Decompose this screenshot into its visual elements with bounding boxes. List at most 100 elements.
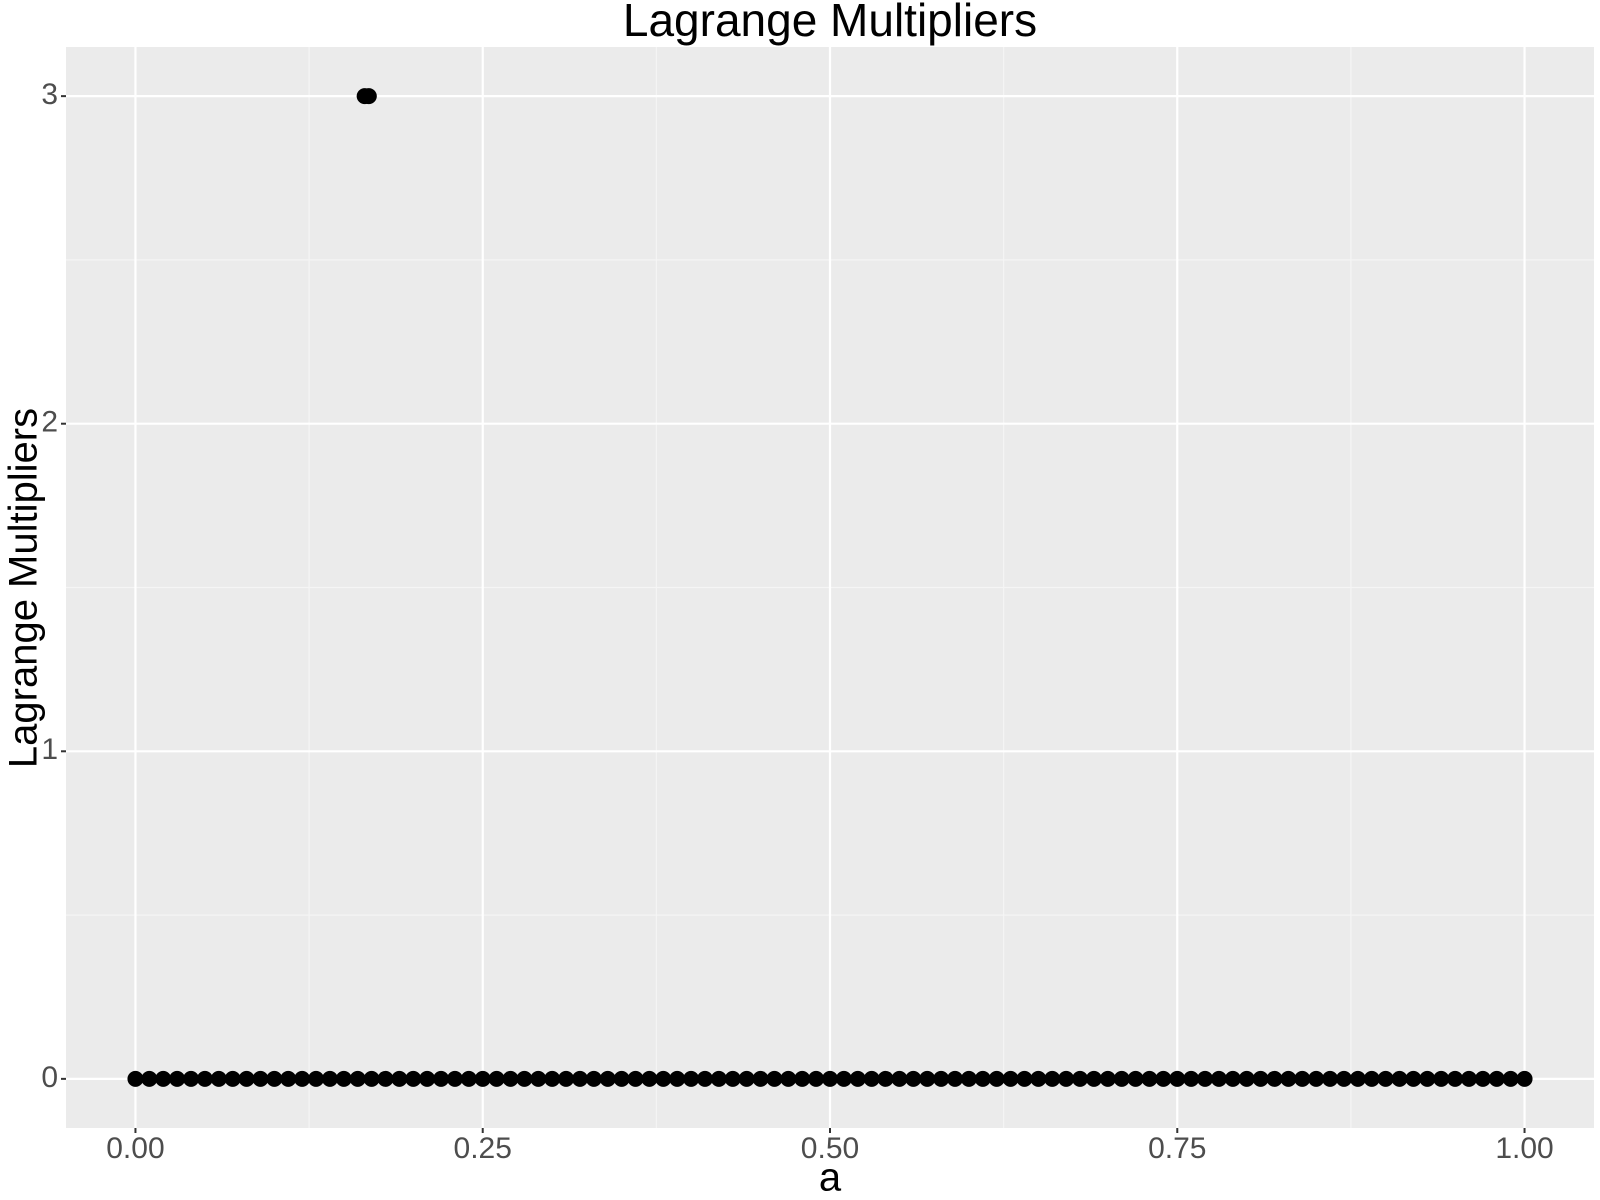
point xyxy=(1516,1070,1533,1087)
point xyxy=(446,1070,463,1087)
point xyxy=(863,1070,880,1087)
point xyxy=(891,1070,908,1087)
x-tick-label: 0.75 xyxy=(1148,1132,1206,1165)
point xyxy=(474,1070,491,1087)
point xyxy=(794,1070,811,1087)
point xyxy=(405,1070,422,1087)
point xyxy=(502,1070,519,1087)
point xyxy=(1419,1070,1436,1087)
point xyxy=(1197,1070,1214,1087)
point xyxy=(321,1070,338,1087)
point xyxy=(224,1070,241,1087)
point xyxy=(210,1070,227,1087)
point xyxy=(1155,1070,1172,1087)
point xyxy=(238,1070,255,1087)
point xyxy=(308,1070,325,1087)
point xyxy=(1113,1070,1130,1087)
point xyxy=(1405,1070,1422,1087)
point xyxy=(1085,1070,1102,1087)
point xyxy=(1377,1070,1394,1087)
point xyxy=(1447,1070,1464,1087)
point xyxy=(294,1070,311,1087)
point xyxy=(585,1070,602,1087)
point xyxy=(1322,1070,1339,1087)
point xyxy=(1474,1070,1491,1087)
point xyxy=(905,1070,922,1087)
point xyxy=(877,1070,894,1087)
point xyxy=(960,1070,977,1087)
point xyxy=(808,1070,825,1087)
point xyxy=(919,1070,936,1087)
point xyxy=(530,1070,547,1087)
y-tick-label: 0 xyxy=(41,1061,58,1094)
point xyxy=(1460,1070,1477,1087)
point xyxy=(488,1070,505,1087)
point xyxy=(655,1070,672,1087)
x-tick-label: 0.50 xyxy=(801,1132,859,1165)
point xyxy=(780,1070,797,1087)
point xyxy=(1141,1070,1158,1087)
point xyxy=(1294,1070,1311,1087)
y-tick-label: 3 xyxy=(41,78,58,111)
point xyxy=(391,1070,408,1087)
x-axis-title: a xyxy=(819,1156,842,1200)
point xyxy=(571,1070,588,1087)
point xyxy=(947,1070,964,1087)
point xyxy=(377,1070,394,1087)
point xyxy=(1308,1070,1325,1087)
point xyxy=(1058,1070,1075,1087)
point xyxy=(1169,1070,1186,1087)
y-tick-label: 2 xyxy=(41,406,58,439)
point xyxy=(710,1070,727,1087)
point xyxy=(627,1070,644,1087)
y-axis-title: Lagrange Multipliers xyxy=(2,408,46,768)
y-tick-label: 1 xyxy=(41,733,58,766)
point xyxy=(1210,1070,1227,1087)
point xyxy=(849,1070,866,1087)
point xyxy=(1266,1070,1283,1087)
point xyxy=(835,1070,852,1087)
point xyxy=(1016,1070,1033,1087)
point xyxy=(669,1070,686,1087)
point xyxy=(169,1070,186,1087)
point xyxy=(1488,1070,1505,1087)
point xyxy=(1363,1070,1380,1087)
point xyxy=(349,1070,366,1087)
point xyxy=(988,1070,1005,1087)
point xyxy=(599,1070,616,1087)
point xyxy=(1502,1070,1519,1087)
point xyxy=(1002,1070,1019,1087)
point xyxy=(196,1070,213,1087)
point xyxy=(460,1070,477,1087)
point xyxy=(419,1070,436,1087)
point xyxy=(1252,1070,1269,1087)
x-tick-label: 0.00 xyxy=(106,1132,164,1165)
point xyxy=(1127,1070,1144,1087)
point xyxy=(822,1070,838,1087)
point xyxy=(1224,1070,1241,1087)
chart-title: Lagrange Multipliers xyxy=(623,0,1037,46)
point xyxy=(544,1070,561,1087)
point xyxy=(738,1070,755,1087)
point xyxy=(613,1070,630,1087)
point xyxy=(766,1070,783,1087)
point xyxy=(1280,1070,1297,1087)
point xyxy=(974,1070,991,1087)
point xyxy=(360,88,377,105)
point xyxy=(1433,1070,1450,1087)
x-tick-label: 1.00 xyxy=(1495,1132,1553,1165)
point xyxy=(1238,1070,1255,1087)
point xyxy=(266,1070,283,1087)
point xyxy=(141,1070,158,1087)
point xyxy=(1044,1070,1061,1087)
point xyxy=(1183,1070,1200,1087)
point xyxy=(252,1070,269,1087)
point xyxy=(1335,1070,1352,1087)
point xyxy=(752,1070,769,1087)
point xyxy=(724,1070,741,1087)
point xyxy=(683,1070,700,1087)
point xyxy=(280,1070,297,1087)
point xyxy=(516,1070,533,1087)
point xyxy=(1072,1070,1089,1087)
